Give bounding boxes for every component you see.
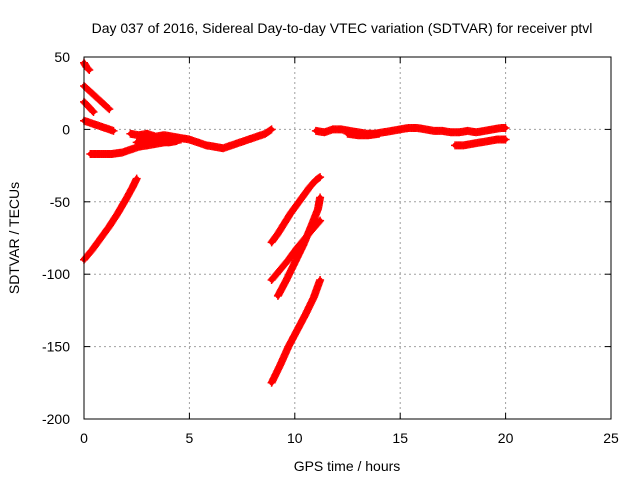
data-point xyxy=(172,136,181,145)
x-axis-label: GPS time / hours xyxy=(294,458,401,474)
grid xyxy=(84,57,611,419)
series-arc-m xyxy=(311,123,510,138)
series-arc-i xyxy=(267,173,325,247)
series-arc-h xyxy=(132,135,181,147)
data-point xyxy=(316,216,325,225)
data-point xyxy=(501,123,510,132)
data-point xyxy=(105,105,114,114)
chart-title: Day 037 of 2016, Sidereal Day-to-day VTE… xyxy=(92,20,593,36)
x-tick-label: 5 xyxy=(186,430,194,446)
data-point xyxy=(132,174,141,183)
series-arc-o xyxy=(451,135,510,150)
data-point xyxy=(89,108,98,117)
series-arc-a xyxy=(80,58,94,75)
x-tick-label: 25 xyxy=(603,430,619,446)
y-ticks: 50 0 -50 -100 -150 -200 xyxy=(42,49,611,427)
y-tick-label: 50 xyxy=(54,49,70,65)
data-point xyxy=(501,135,510,144)
x-tick-label: 0 xyxy=(80,430,88,446)
series-arc-c xyxy=(80,97,98,117)
data-point xyxy=(88,107,97,116)
data-point xyxy=(109,126,118,135)
y-tick-label: -200 xyxy=(42,411,70,427)
series-arc-f xyxy=(80,174,141,264)
x-tick-label: 20 xyxy=(498,430,514,446)
series-arc-b xyxy=(80,81,114,114)
data-point xyxy=(267,125,276,134)
series-arc-n xyxy=(343,129,384,140)
x-tick-label: 15 xyxy=(392,430,408,446)
data-point xyxy=(316,275,325,284)
series-arc-l xyxy=(267,275,325,387)
data-point xyxy=(84,65,93,74)
y-tick-label: -150 xyxy=(42,339,70,355)
data-point xyxy=(316,193,325,202)
x-tick-label: 10 xyxy=(287,430,303,446)
plot-frame xyxy=(83,56,612,420)
data-point xyxy=(104,104,113,113)
data-point xyxy=(316,173,325,182)
series-arc-k xyxy=(273,193,325,300)
y-tick-label: -50 xyxy=(50,194,70,210)
y-axis-label: SDTVAR / TECUs xyxy=(6,182,22,294)
data-point xyxy=(375,129,384,138)
x-ticks: 0 5 10 15 20 25 xyxy=(80,57,619,446)
series-arc-d xyxy=(80,116,118,135)
y-tick-label: -100 xyxy=(42,266,70,282)
y-tick-label: 0 xyxy=(62,121,70,137)
data-point xyxy=(85,66,94,75)
